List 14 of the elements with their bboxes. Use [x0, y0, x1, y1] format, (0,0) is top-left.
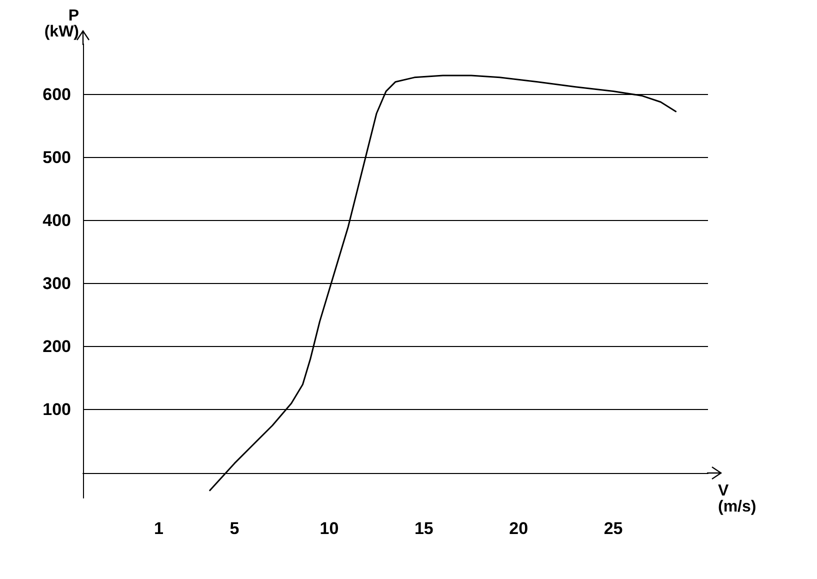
y-tick-label: 600	[42, 84, 71, 104]
x-tick-label: 25	[604, 519, 623, 538]
x-tick-label: 10	[320, 519, 339, 538]
y-tick-label: 300	[42, 274, 71, 294]
y-tick-label: 100	[42, 400, 71, 420]
x-tick-label: 5	[230, 519, 240, 538]
y-axis-title: P (kW)	[44, 8, 80, 40]
x-tick-label: 20	[509, 519, 528, 538]
y-tick-label: 500	[42, 148, 71, 167]
y-tick-label: 200	[42, 337, 71, 356]
x-axis-title: V (m/s)	[718, 482, 756, 516]
x-tick-label: 15	[414, 519, 434, 538]
y-tick-label: 400	[42, 211, 71, 230]
x-tick-label: 1	[154, 519, 164, 538]
